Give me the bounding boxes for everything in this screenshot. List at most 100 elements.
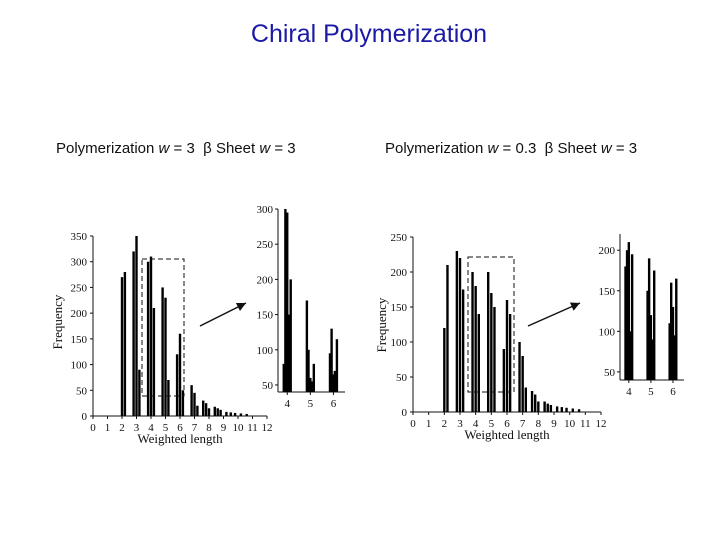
x-tick-label: 11 xyxy=(580,418,591,430)
bar xyxy=(167,380,170,416)
inset-y-tick-label: 150 xyxy=(257,310,274,322)
bar xyxy=(537,401,540,412)
label-w2-symbol: w xyxy=(259,140,271,157)
x-tick-label: 0 xyxy=(410,418,416,430)
x-tick-label: 0 xyxy=(90,422,96,434)
x-tick-label: 6 xyxy=(177,422,183,434)
y-tick-label: 250 xyxy=(391,232,408,244)
x-tick-label: 6 xyxy=(504,418,510,430)
y-tick-label: 0 xyxy=(82,411,88,423)
inset-bar xyxy=(647,258,651,380)
y-tick-label: 50 xyxy=(76,385,88,397)
inset-y-tick-label: 50 xyxy=(604,367,616,379)
bar xyxy=(175,354,179,416)
inset-bar xyxy=(624,266,627,380)
zoom-arrow xyxy=(527,302,581,327)
label-prefix: Polymerization xyxy=(56,140,159,157)
bar xyxy=(530,391,534,412)
inset-bar xyxy=(332,374,335,392)
bar xyxy=(543,401,546,412)
inset-x-tick-label: 6 xyxy=(670,386,676,398)
inset-bar xyxy=(673,335,676,380)
inset-y-tick-label: 300 xyxy=(257,204,274,216)
inset-bar xyxy=(309,377,312,392)
inset-bar xyxy=(284,209,287,392)
x-tick-label: 12 xyxy=(262,422,273,434)
slide-title: Chiral Polymerization xyxy=(250,20,488,48)
bar xyxy=(146,261,150,416)
x-tick-label: 2 xyxy=(119,422,125,434)
bar xyxy=(487,272,490,412)
label-w-symbol: w xyxy=(158,140,170,157)
inset-bar xyxy=(646,290,649,380)
label-beta: β Sheet xyxy=(194,140,260,157)
label-beta: β Sheet xyxy=(536,140,601,157)
bar xyxy=(493,307,496,412)
bar xyxy=(229,412,232,416)
inset-y-tick-label: 200 xyxy=(257,274,274,286)
inset-bar xyxy=(330,328,333,392)
x-tick-label: 9 xyxy=(221,422,227,434)
y-tick-label: 0 xyxy=(402,407,408,419)
x-tick-label: 7 xyxy=(192,422,198,434)
x-tick-label: 9 xyxy=(551,418,557,430)
inset-bar xyxy=(675,278,678,380)
zoom-box xyxy=(467,256,515,393)
label-w-symbol: w xyxy=(487,140,499,157)
bar xyxy=(474,286,477,412)
label-w2-symbol: w xyxy=(600,140,612,157)
bar xyxy=(219,409,222,416)
bar xyxy=(233,412,237,416)
panel-label-left: Polymerization w = 3 β Sheet w = 3 xyxy=(56,140,296,157)
inset-y-tick-label: 50 xyxy=(262,380,274,392)
label-w2-value: = 3 xyxy=(611,140,638,157)
label-w-value: = 0.3 xyxy=(498,140,537,157)
x-tick-label: 1 xyxy=(426,418,432,430)
inset-bar xyxy=(312,363,316,392)
bar xyxy=(534,394,537,412)
label-w2-value: = 3 xyxy=(270,140,296,157)
inset-bar xyxy=(628,331,632,380)
bar xyxy=(560,407,564,412)
x-tick-label: 8 xyxy=(206,422,212,434)
x-tick-label: 2 xyxy=(442,418,448,430)
inset-bar xyxy=(670,282,673,380)
y-axis-label: Frequency xyxy=(374,297,389,352)
bar xyxy=(193,392,196,416)
bar xyxy=(181,390,185,416)
bar xyxy=(138,369,141,416)
y-tick-label: 150 xyxy=(71,334,88,346)
label-w-value: = 3 xyxy=(169,140,195,157)
y-tick-label: 150 xyxy=(391,302,408,314)
bar xyxy=(204,403,208,416)
bar xyxy=(443,328,446,412)
bar xyxy=(149,256,153,416)
inset-x-tick-label: 6 xyxy=(331,398,337,410)
bar xyxy=(152,308,156,416)
inset-y-tick-label: 100 xyxy=(599,326,616,338)
inset-x-tick-label: 5 xyxy=(308,398,314,410)
x-tick-label: 7 xyxy=(520,418,526,430)
x-tick-label: 3 xyxy=(457,418,463,430)
x-axis-label: Weighted length xyxy=(137,431,223,446)
inset-y-tick-label: 150 xyxy=(599,286,616,298)
inset-x-tick-label: 4 xyxy=(284,398,290,410)
bar xyxy=(225,411,228,416)
x-tick-label: 5 xyxy=(489,418,495,430)
bar xyxy=(135,236,138,416)
x-tick-label: 10 xyxy=(233,422,245,434)
inset-bar xyxy=(310,381,313,392)
x-tick-label: 4 xyxy=(148,422,154,434)
x-tick-label: 11 xyxy=(247,422,258,434)
label-prefix: Polymerization xyxy=(385,140,488,157)
bar xyxy=(565,407,568,412)
bar xyxy=(178,333,182,416)
bar xyxy=(245,413,248,416)
bar xyxy=(524,387,527,412)
inset-bar xyxy=(627,242,631,380)
zoom-arrow-head xyxy=(569,302,580,311)
bar xyxy=(571,408,574,412)
bar xyxy=(123,272,127,416)
bar xyxy=(455,251,459,412)
